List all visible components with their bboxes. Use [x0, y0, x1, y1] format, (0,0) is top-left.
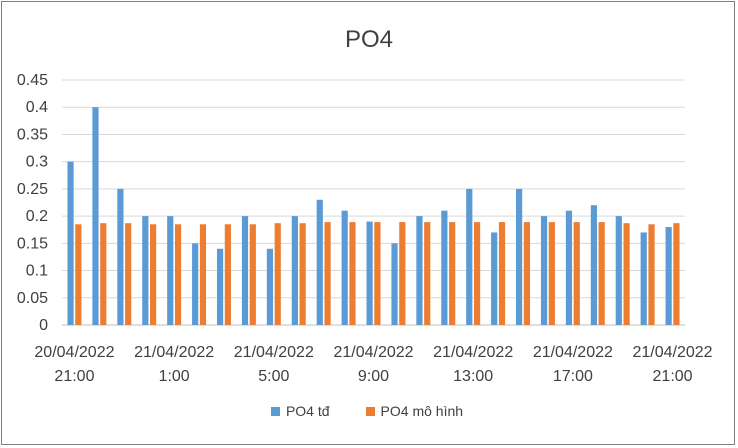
x-tick-label-4-time: 13:00: [453, 368, 493, 385]
y-tick-label-7: 0.35: [17, 126, 48, 143]
y-tick-label-0: 0: [39, 317, 48, 334]
bar-series1-10: [316, 199, 323, 325]
x-tick-label-3-date: 21/04/2022: [333, 344, 413, 361]
bar-series1-7: [241, 216, 249, 325]
bar-series1-2: [117, 188, 124, 325]
chart-legend: PO4 tđ PO4 mô hình: [0, 403, 734, 419]
y-tick-label-6: 0.3: [26, 154, 48, 171]
x-tick-label-0-time: 21:00: [54, 368, 94, 385]
bar-series2-21: [598, 222, 605, 325]
y-tick-label-9: 0.45: [17, 72, 48, 89]
bar-series1-17: [491, 232, 498, 325]
bar-series1-18: [516, 188, 523, 325]
bar-series1-15: [441, 210, 448, 325]
bar-series1-16: [466, 188, 473, 325]
bar-series2-4: [174, 224, 182, 325]
bar-series2-17: [498, 222, 506, 325]
legend-label-series-2: PO4 mô hình: [380, 403, 464, 419]
bar-series2-12: [374, 222, 381, 325]
legend-label-series-1: PO4 tđ: [285, 403, 330, 419]
legend-swatch-series-2: [365, 406, 375, 416]
x-tick-label-6-time: 21:00: [653, 368, 693, 385]
bar-series2-18: [523, 222, 531, 325]
y-tick-label-5: 0.25: [17, 181, 48, 198]
bar-series2-19: [548, 222, 555, 325]
bar-series1-20: [565, 210, 573, 325]
bar-series1-0: [67, 161, 74, 325]
x-tick-label-1-date: 21/04/2022: [134, 344, 214, 361]
y-tick-label-3: 0.15: [17, 235, 48, 252]
bar-series2-16: [473, 222, 481, 325]
y-tick-label-4: 0.2: [26, 208, 48, 225]
bar-series1-14: [416, 216, 423, 325]
bar-series1-11: [341, 210, 348, 325]
bar-series2-15: [449, 222, 456, 325]
x-tick-label-2-date: 21/04/2022: [234, 344, 314, 361]
bar-series2-24: [673, 223, 680, 325]
bar-series2-9: [299, 223, 306, 325]
bar-series1-13: [391, 243, 398, 325]
bar-series2-22: [623, 223, 630, 325]
x-tick-label-5-time: 17:00: [553, 368, 593, 385]
legend-item-series-2: PO4 mô hình: [365, 403, 464, 419]
bar-series1-19: [540, 216, 548, 325]
bar-series2-10: [324, 222, 331, 325]
bar-series1-21: [590, 205, 597, 325]
bar-series1-6: [216, 248, 224, 325]
legend-item-series-1: PO4 tđ: [270, 403, 330, 419]
bar-series2-13: [399, 222, 406, 325]
bar-series1-1: [92, 107, 99, 325]
bar-series1-5: [192, 243, 199, 325]
bar-series1-8: [266, 248, 274, 325]
bar-series1-9: [291, 216, 298, 325]
bar-series2-0: [75, 224, 82, 325]
y-tick-label-1: 0.05: [17, 290, 48, 307]
bar-series2-5: [199, 224, 207, 325]
bar-series2-3: [150, 224, 157, 325]
bar-series1-22: [615, 216, 622, 325]
bar-series2-23: [648, 224, 655, 325]
legend-swatch-series-1: [270, 406, 280, 416]
bar-series2-20: [573, 222, 580, 325]
x-tick-label-4-date: 21/04/2022: [433, 344, 513, 361]
bar-series1-4: [167, 216, 174, 325]
bar-series2-8: [274, 223, 281, 325]
bar-series2-7: [249, 224, 256, 325]
bar-series2-14: [424, 222, 431, 325]
bar-series1-3: [142, 216, 149, 325]
x-tick-label-5-date: 21/04/2022: [533, 344, 613, 361]
bar-series1-12: [366, 221, 373, 325]
x-tick-label-1-time: 1:00: [159, 368, 190, 385]
bar-series1-23: [640, 232, 647, 325]
y-tick-label-2: 0.1: [26, 263, 48, 280]
bar-series2-1: [100, 223, 107, 325]
bar-series2-2: [125, 223, 132, 325]
y-tick-label-8: 0.4: [26, 99, 48, 116]
x-tick-label-2-time: 5:00: [258, 368, 289, 385]
bar-series2-6: [224, 224, 231, 325]
bar-series1-24: [665, 227, 672, 325]
x-tick-label-6-date: 21/04/2022: [633, 344, 713, 361]
chart-title: PO4: [344, 26, 394, 53]
x-tick-label-0-date: 20/04/2022: [34, 344, 114, 361]
bar-series2-11: [349, 222, 356, 325]
x-tick-label-3-time: 9:00: [358, 368, 389, 385]
